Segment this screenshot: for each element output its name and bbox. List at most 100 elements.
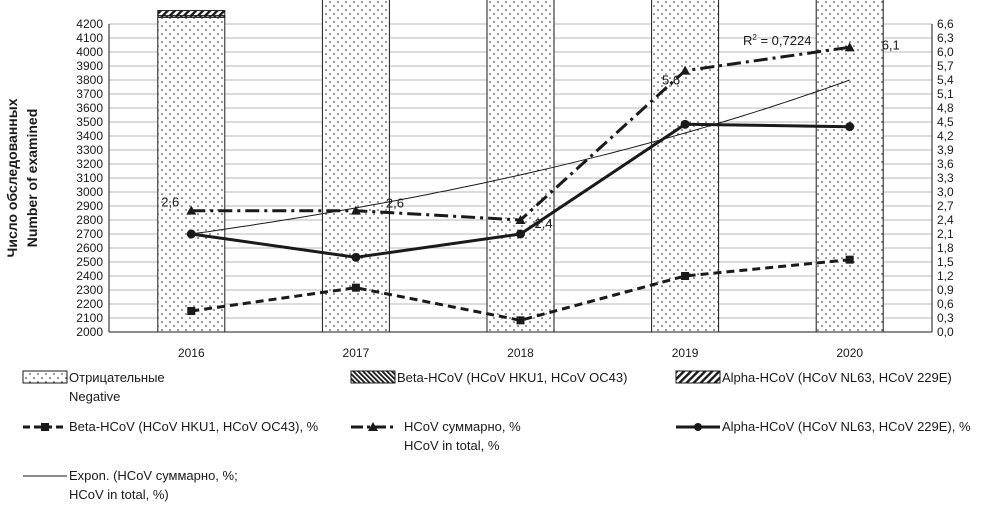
legend-item-alpha-bar: Alpha-HCoV (HCoV NL63, HCoV 229E)	[675, 370, 952, 385]
x-tick-label: 2019	[672, 346, 699, 360]
y2-tick-label: 4,8	[937, 101, 954, 115]
bar-segment	[486, 0, 555, 333]
y-tick-label: 3700	[76, 87, 103, 101]
bar-segment	[651, 0, 720, 333]
legend-label-negative-ru: Отрицательные	[69, 370, 165, 385]
y2-tick-label: 0,0	[937, 325, 954, 339]
data-point-triangle	[844, 42, 855, 52]
legend-item-alpha-line: Alpha-HCoV (HCoV NL63, HCoV 229E), %	[676, 419, 971, 434]
bar-segment	[157, 16, 226, 333]
y-tick-label: 2700	[76, 227, 103, 241]
y-tick-label: 2500	[76, 255, 103, 269]
legend-label-trend-2: HCoV in total, %)	[69, 487, 169, 502]
y-axis-right-ticks: 0,00,30,60,91,21,51,82,12,42,73,03,33,63…	[937, 17, 954, 339]
bar-segment	[157, 10, 226, 17]
y-tick-label: 3300	[76, 143, 103, 157]
y-tick-label: 2100	[76, 311, 103, 325]
y-axis-label-ru: Число обследованных	[4, 98, 20, 257]
y2-tick-label: 3,3	[937, 171, 954, 185]
y2-tick-label: 2,1	[937, 227, 954, 241]
legend-marker-triangle	[368, 422, 378, 431]
trendline	[191, 79, 850, 235]
y-axis-label-en: Number of examined	[24, 109, 40, 247]
legend-swatch-hatch	[675, 370, 721, 384]
x-tick-label: 2017	[343, 346, 370, 360]
data-point-circle	[186, 229, 196, 239]
data-point-square	[681, 272, 690, 280]
x-tick-label: 2018	[507, 346, 534, 360]
legend-marker-square	[41, 423, 49, 431]
y2-tick-label: 1,2	[937, 269, 954, 283]
y-tick-label: 2900	[76, 199, 103, 213]
y2-tick-label: 6,3	[937, 31, 954, 45]
data-point-circle	[680, 119, 690, 129]
data-point-triangle	[350, 205, 361, 215]
y-tick-label: 2400	[76, 269, 103, 283]
y2-tick-label: 3,0	[937, 185, 954, 199]
legend-label-beta-bar: Beta-HCoV (HCoV HKU1, HCoV OC43)	[397, 370, 627, 385]
data-labels: 2,6 2,6 2,4 5,6 6,1	[161, 37, 900, 231]
y-tick-label: 3600	[76, 101, 103, 115]
y-tick-label: 3400	[76, 129, 103, 143]
y-tick-label: 3000	[76, 185, 103, 199]
y-tick-label: 2300	[76, 283, 103, 297]
y2-tick-label: 5,4	[937, 73, 954, 87]
data-point-square	[351, 283, 360, 292]
data-label: 2,4	[535, 216, 553, 231]
y2-tick-label: 4,2	[937, 129, 954, 143]
data-point-square	[516, 316, 525, 325]
y2-tick-label: 2,4	[937, 213, 954, 227]
y2-tick-label: 5,1	[937, 87, 954, 101]
data-point-square	[845, 255, 854, 264]
y-tick-label: 4000	[76, 45, 103, 59]
data-label: 2,6	[161, 195, 179, 210]
data-point-square	[187, 307, 196, 315]
legend-item-trendline: Expon. (HCoV суммарно, %; HCoV in total,…	[23, 468, 238, 502]
data-point-triangle	[680, 65, 691, 75]
y-tick-label: 2200	[76, 297, 103, 311]
y2-tick-label: 0,9	[937, 283, 954, 297]
legend-label-alpha-line: Alpha-HCoV (HCoV NL63, HCoV 229E), %	[722, 419, 971, 434]
y-tick-label: 2800	[76, 213, 103, 227]
y2-tick-label: 3,6	[937, 157, 954, 171]
legend-label-total-ru: HCoV суммарно, %	[404, 419, 521, 434]
y-axis-left-ticks: 2000210022002300240025002600270028002900…	[76, 17, 103, 339]
data-label: 6,1	[882, 37, 900, 52]
legend-swatch-dense-hatch	[350, 370, 396, 384]
legend-label-beta-line: Beta-HCoV (HCoV HKU1, HCoV OC43), %	[69, 419, 319, 434]
y-tick-label: 3100	[76, 171, 103, 185]
legend: Отрицательные Negative Beta-HCoV (HCoV H…	[22, 370, 971, 502]
y-tick-label: 3500	[76, 115, 103, 129]
y2-tick-label: 6,0	[937, 45, 954, 59]
legend-swatch-dots	[22, 370, 68, 384]
y-tick-label: 4100	[76, 31, 103, 45]
series-line	[191, 258, 850, 322]
y-tick-label: 3200	[76, 157, 103, 171]
y-tick-label: 3800	[76, 73, 103, 87]
y2-tick-label: 0,6	[937, 297, 954, 311]
legend-item-beta-bar: Beta-HCoV (HCoV HKU1, HCoV OC43)	[350, 370, 627, 385]
y-tick-label: 3900	[76, 59, 103, 73]
x-tick-label: 2016	[178, 346, 205, 360]
bar-segment	[815, 0, 884, 333]
y2-tick-label: 5,7	[937, 59, 954, 73]
y2-tick-label: 3,9	[937, 143, 954, 157]
line-series	[186, 42, 855, 325]
r2-label: R2 = 0,7224	[743, 33, 811, 48]
y2-tick-label: 4,5	[937, 115, 954, 129]
y2-tick-label: 2,7	[937, 199, 954, 213]
trendline-path	[191, 79, 850, 235]
y-tick-label: 2600	[76, 241, 103, 255]
data-point-triangle	[186, 205, 197, 215]
bar-segment	[321, 0, 390, 333]
data-label: 2,6	[386, 196, 404, 211]
legend-marker-circle	[694, 423, 702, 431]
y2-tick-label: 1,8	[937, 241, 954, 255]
data-point-circle	[516, 229, 525, 239]
bar-series	[157, 0, 884, 333]
y2-tick-label: 0,3	[937, 311, 954, 325]
x-axis-ticks: 2016 2017 2018 2019 2020	[178, 346, 863, 360]
legend-item-total-line: HCoV суммарно, % HCoV in total, %	[351, 419, 521, 453]
legend-label-trend-1: Expon. (HCoV суммарно, %;	[69, 468, 238, 483]
